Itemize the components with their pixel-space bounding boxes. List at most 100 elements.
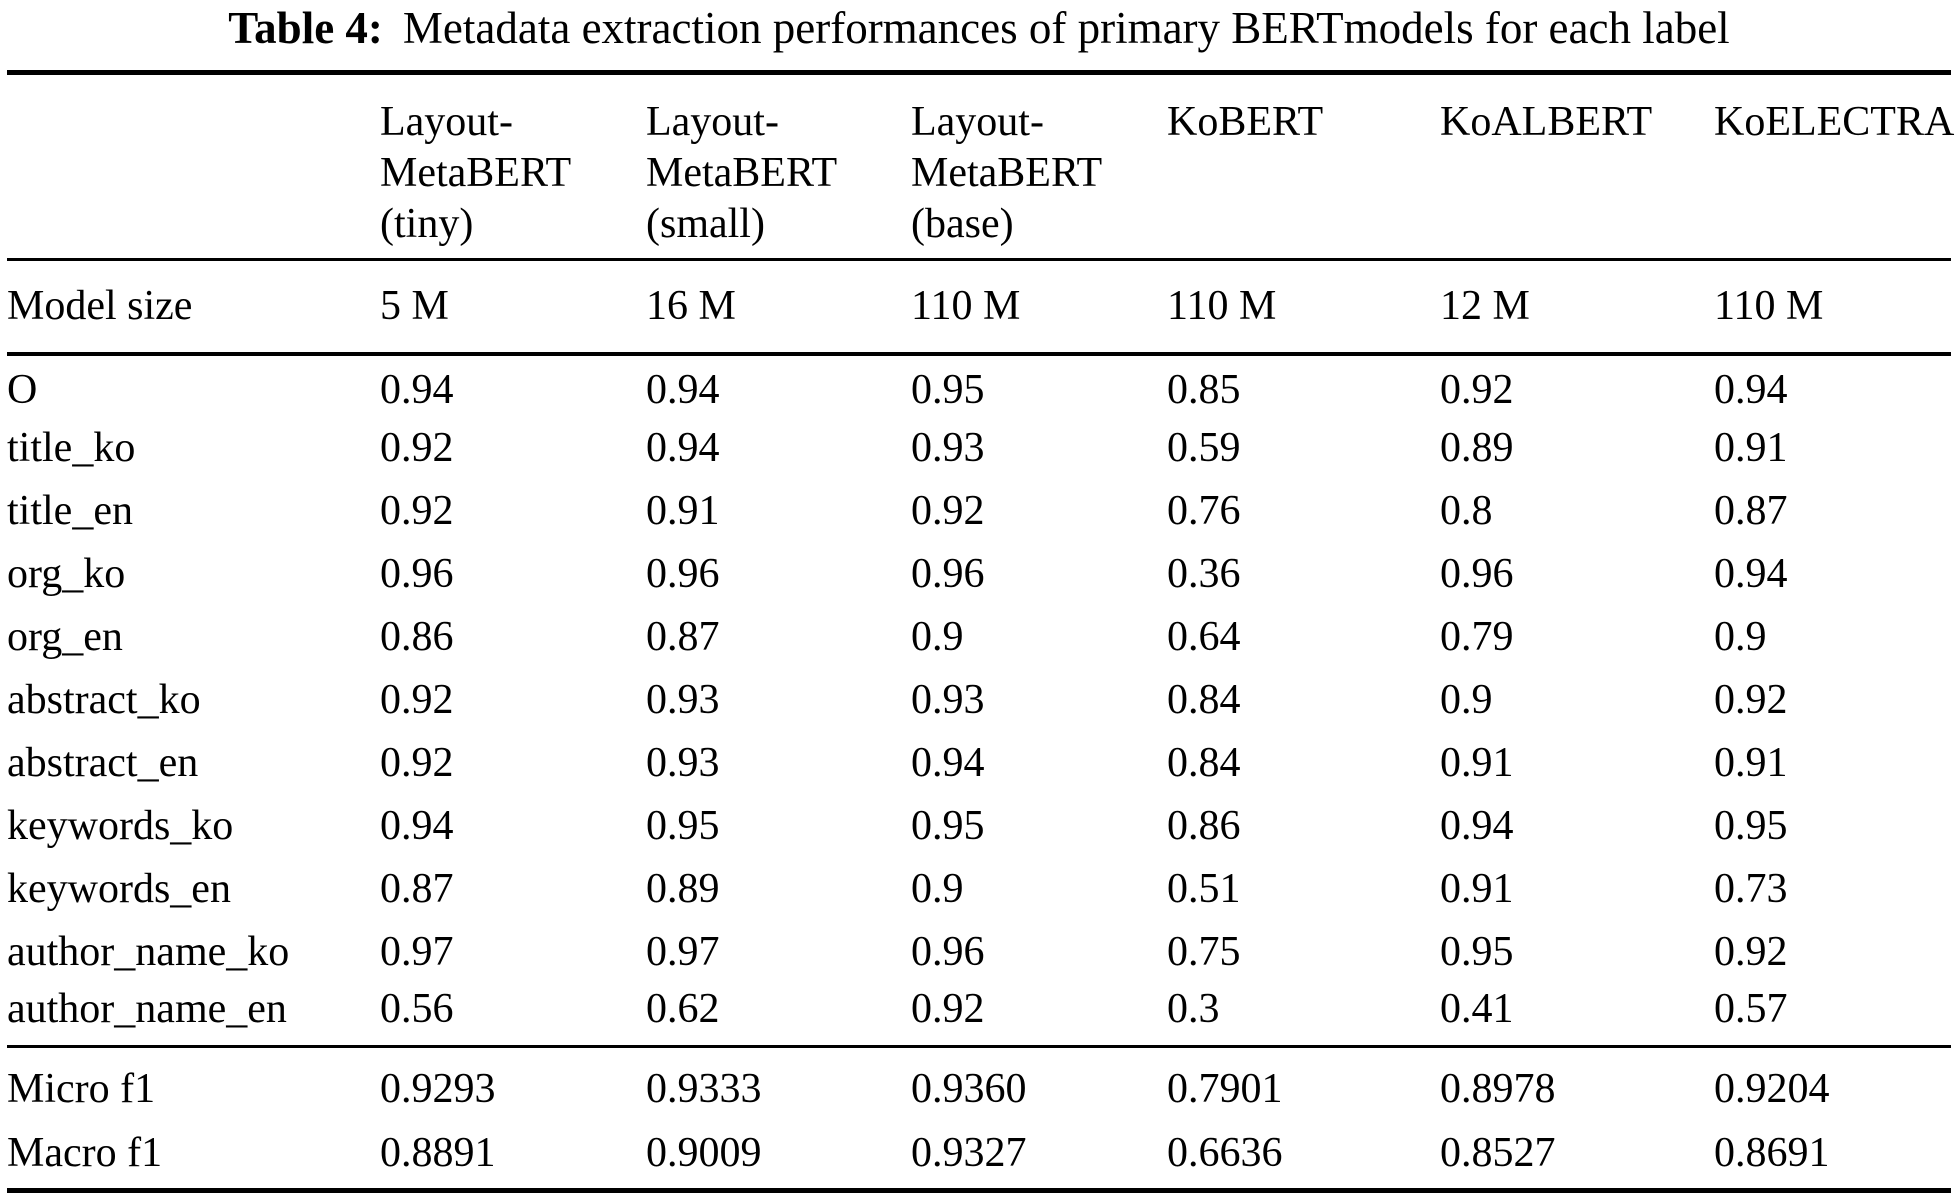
data-cell: 0.8978 xyxy=(1440,1066,1556,1113)
data-cell: 0.94 xyxy=(1714,367,1788,413)
data-cell: 0.79 xyxy=(1440,614,1514,660)
data-cell: 0.8 xyxy=(1440,488,1493,534)
data-cell: 0.94 xyxy=(380,367,454,413)
data-cell: 0.86 xyxy=(1167,803,1241,849)
header-cell-koelectra: KoELECTRA xyxy=(1714,72,1955,261)
data-cell: 0.3 xyxy=(1167,983,1440,1048)
data-cell: 0.96 xyxy=(1440,551,1514,597)
row-label: Macro f1 xyxy=(7,1130,163,1177)
row-label: title_ko xyxy=(7,425,136,471)
row-label: title_en xyxy=(7,488,133,534)
data-cell: 0.62 xyxy=(646,983,911,1048)
data-cell: 0.94 xyxy=(911,740,985,786)
data-cell: 0.51 xyxy=(1167,866,1241,912)
data-cell: 0.8691 xyxy=(1714,1130,1830,1177)
data-cell: 0.87 xyxy=(1714,488,1788,534)
data-cell: 0.89 xyxy=(1440,425,1514,471)
table-row: author_name_ko 0.97 0.97 0.96 0.75 0.95 … xyxy=(7,921,1951,984)
table-row: abstract_ko 0.92 0.93 0.93 0.84 0.9 0.92 xyxy=(7,669,1951,732)
data-cell: 0.91 xyxy=(1714,740,1788,786)
header-line: Layout- xyxy=(646,99,779,145)
data-cell: 0.94 xyxy=(1714,551,1788,597)
data-cell: 0.7901 xyxy=(1167,1066,1283,1113)
data-cell: 0.36 xyxy=(1167,551,1241,597)
data-cell: 0.97 xyxy=(646,929,720,975)
data-cell: 0.94 xyxy=(1440,803,1514,849)
data-cell: 0.97 xyxy=(380,929,454,975)
data-cell: 0.93 xyxy=(646,740,720,786)
header-cell-empty xyxy=(7,72,380,261)
row-label: Model size xyxy=(7,259,380,356)
table-row: author_name_en 0.56 0.62 0.92 0.3 0.41 0… xyxy=(7,983,1951,1048)
table-header: Layout- MetaBERT (tiny) Layout- MetaBERT… xyxy=(7,72,1955,261)
data-cell: 0.95 xyxy=(911,367,985,413)
data-cell: 0.56 xyxy=(380,983,646,1048)
row-label: author_name_ko xyxy=(7,929,290,975)
data-cell: 0.91 xyxy=(1714,425,1788,471)
data-cell: 0.92 xyxy=(380,740,454,786)
table-row: O 0.94 0.94 0.95 0.85 0.92 0.94 xyxy=(7,354,1951,417)
data-cell: 0.8527 xyxy=(1440,1130,1556,1177)
header-line: (base) xyxy=(911,201,1014,247)
row-label: keywords_ko xyxy=(7,803,234,849)
header-line: KoALBERT xyxy=(1440,99,1653,145)
data-cell: 0.93 xyxy=(911,425,985,471)
row-label: abstract_en xyxy=(7,740,199,786)
header-line: MetaBERT xyxy=(646,150,838,196)
table-row: abstract_en 0.92 0.93 0.94 0.84 0.91 0.9… xyxy=(7,732,1951,795)
data-cell: 0.9293 xyxy=(380,1066,496,1113)
data-cell: 0.91 xyxy=(646,488,720,534)
data-cell: 0.9204 xyxy=(1714,1066,1830,1113)
data-cell: 0.87 xyxy=(646,614,720,660)
data-cell: 0.92 xyxy=(380,677,454,723)
header-line: MetaBERT xyxy=(911,150,1103,196)
data-cell: 0.92 xyxy=(380,488,454,534)
table-caption-text: Metadata extraction performances of prim… xyxy=(402,3,1730,53)
data-cell: 0.95 xyxy=(1714,803,1788,849)
data-cell: 0.57 xyxy=(1714,983,1951,1048)
table-row: title_ko 0.92 0.94 0.93 0.59 0.89 0.91 xyxy=(7,417,1951,480)
data-cell: 0.94 xyxy=(380,803,454,849)
data-cell: 0.92 xyxy=(380,425,454,471)
table-row: Micro f1 0.9293 0.9333 0.9360 0.7901 0.8… xyxy=(7,1047,1951,1119)
table-row: keywords_ko 0.94 0.95 0.95 0.86 0.94 0.9… xyxy=(7,795,1951,858)
data-cell: 0.95 xyxy=(646,803,720,849)
label-scores-section: O 0.94 0.94 0.95 0.85 0.92 0.94 title_ko… xyxy=(7,354,1951,1048)
table-row: title_en 0.92 0.91 0.92 0.76 0.8 0.87 xyxy=(7,480,1951,543)
data-cell: 0.94 xyxy=(646,367,720,413)
data-cell: 0.92 xyxy=(1714,929,1788,975)
row-label: author_name_en xyxy=(7,983,380,1048)
data-cell: 0.92 xyxy=(911,983,1167,1048)
table-caption-number: Table 4: xyxy=(228,3,383,53)
data-cell: 0.96 xyxy=(911,551,985,597)
data-cell: 0.8891 xyxy=(380,1130,496,1177)
table-row: keywords_en 0.87 0.89 0.9 0.51 0.91 0.73 xyxy=(7,858,1951,921)
data-cell: 0.96 xyxy=(646,551,720,597)
table-row: org_ko 0.96 0.96 0.96 0.36 0.96 0.94 xyxy=(7,543,1951,606)
data-cell: 0.6636 xyxy=(1167,1130,1283,1177)
row-label: org_ko xyxy=(7,551,126,597)
performance-table: Layout- MetaBERT (tiny) Layout- MetaBERT… xyxy=(7,70,1955,1193)
data-cell: 16 M xyxy=(646,259,911,356)
data-cell: 0.9 xyxy=(1440,677,1493,723)
data-cell: 0.73 xyxy=(1714,866,1788,912)
table-row: Macro f1 0.8891 0.9009 0.9327 0.6636 0.8… xyxy=(7,1119,1951,1191)
row-label: abstract_ko xyxy=(7,677,201,723)
data-cell: 0.95 xyxy=(911,803,985,849)
data-cell: 0.94 xyxy=(646,425,720,471)
data-cell: 0.96 xyxy=(380,551,454,597)
data-cell: 0.41 xyxy=(1440,983,1714,1048)
f1-summary-section: Micro f1 0.9293 0.9333 0.9360 0.7901 0.8… xyxy=(7,1047,1951,1191)
data-cell: 0.85 xyxy=(1167,367,1241,413)
header-line: Layout- xyxy=(911,99,1044,145)
header-line: KoELECTRA xyxy=(1714,99,1955,145)
header-line: Layout- xyxy=(380,99,513,145)
data-cell: 0.91 xyxy=(1440,866,1514,912)
data-cell: 0.93 xyxy=(646,677,720,723)
data-cell: 0.96 xyxy=(911,929,985,975)
table-caption: Table 4: Metadata extraction performances… xyxy=(0,0,1958,70)
data-cell: 110 M xyxy=(1714,259,1951,356)
header-row: Layout- MetaBERT (tiny) Layout- MetaBERT… xyxy=(7,72,1955,261)
data-cell: 0.93 xyxy=(911,677,985,723)
